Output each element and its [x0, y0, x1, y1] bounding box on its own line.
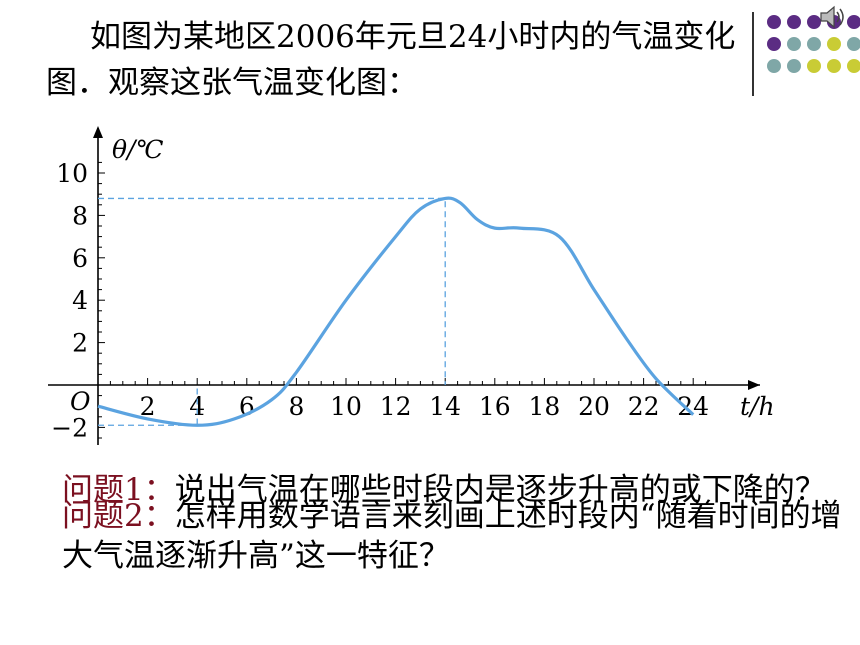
decor-dot: [787, 37, 801, 51]
y-tick-label: −2: [51, 413, 88, 442]
speaker-icon[interactable]: [818, 4, 848, 30]
decor-dot: [767, 59, 781, 73]
decor-dot: [807, 37, 821, 51]
guide-dashed-line: [98, 385, 198, 426]
origin-label: O: [70, 387, 91, 416]
question-2-label: 问题2：: [62, 498, 175, 534]
temperature-curve: [97, 196, 695, 427]
question-1-text: 说出气温在哪些时段内是逐步升高的或下降的？: [174, 472, 826, 508]
guide-dashed-line: [98, 197, 446, 385]
decor-dot: [827, 59, 841, 73]
question-2-text: 怎样用数学语言来刻画上述时段内“随着时间的增大气温逐渐升高”这一特征？: [62, 498, 842, 574]
y-tick-label: 4: [72, 286, 88, 315]
x-tick-label: 12: [380, 392, 412, 421]
question-1-label: 问题1：: [62, 472, 175, 508]
decor-dot: [847, 59, 860, 73]
decor-dot: [847, 15, 860, 29]
x-tick-label: 4: [189, 392, 205, 421]
y-axis-arrow: [93, 126, 103, 138]
x-tick-label: 18: [528, 392, 560, 421]
decor-dot: [787, 59, 801, 73]
question-2: 问题2：怎样用数学语言来刻画上述时段内“随着时间的增大气温逐渐升高”这一特征？: [62, 496, 842, 576]
y-tick-label: 8: [72, 201, 88, 230]
x-axis-label: t/h: [740, 392, 775, 421]
decor-dot: [807, 15, 821, 29]
intro-text: 如图为某地区2006年元旦24小时内的气温变化图．观察这张气温变化图：: [46, 19, 736, 101]
y-tick-label: 10: [56, 159, 88, 188]
x-tick-label: 8: [288, 392, 304, 421]
decor-dot: [827, 37, 841, 51]
decor-dot: [807, 59, 821, 73]
x-tick-label: 2: [140, 392, 156, 421]
question-1: 问题1：说出气温在哪些时段内是逐步升高的或下降的？: [62, 470, 842, 510]
x-tick-label: 14: [429, 392, 461, 421]
x-tick-label: 16: [479, 392, 511, 421]
x-tick-label: 20: [578, 392, 610, 421]
decor-dot: [787, 15, 801, 29]
y-tick-label: 2: [72, 329, 88, 358]
x-axis-arrow: [748, 380, 760, 390]
decor-dot: [847, 37, 860, 51]
divider-line: [752, 12, 754, 96]
y-tick-label: 6: [72, 244, 88, 273]
x-tick-label: 22: [628, 392, 660, 421]
y-axis-label: θ/℃: [112, 135, 163, 164]
decor-dot: [767, 15, 781, 29]
x-tick-label: 10: [330, 392, 362, 421]
decor-dot: [767, 37, 781, 51]
